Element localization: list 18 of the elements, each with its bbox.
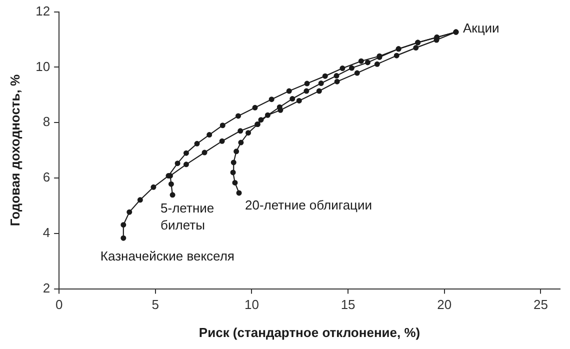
y-tick-label: 12 [36, 3, 50, 18]
y-tick-label: 8 [42, 114, 50, 130]
annotation: Акции [462, 20, 500, 36]
annotation: 20-летние облигации [245, 198, 372, 213]
x-tick-label: 0 [55, 297, 63, 312]
y-tick-label: 6 [42, 170, 50, 185]
x-tick-label: 5 [152, 297, 160, 312]
y-tick-label: 10 [36, 58, 50, 74]
x-tick-label: 20 [437, 297, 452, 312]
y-axis-title: Годовая доходность, % [7, 74, 22, 226]
x-tick-label: 10 [244, 297, 259, 312]
y-tick-label: 4 [42, 224, 50, 240]
annotation: Казначейские векселя [100, 248, 234, 264]
annotation: 5-летние билеты [160, 200, 214, 232]
y-tick-label: 2 [42, 280, 50, 296]
x-axis-title: Риск (стандартное отклонение, %) [198, 324, 420, 340]
x-tick-label: 25 [534, 297, 548, 312]
x-tick-label: 15 [340, 297, 356, 312]
